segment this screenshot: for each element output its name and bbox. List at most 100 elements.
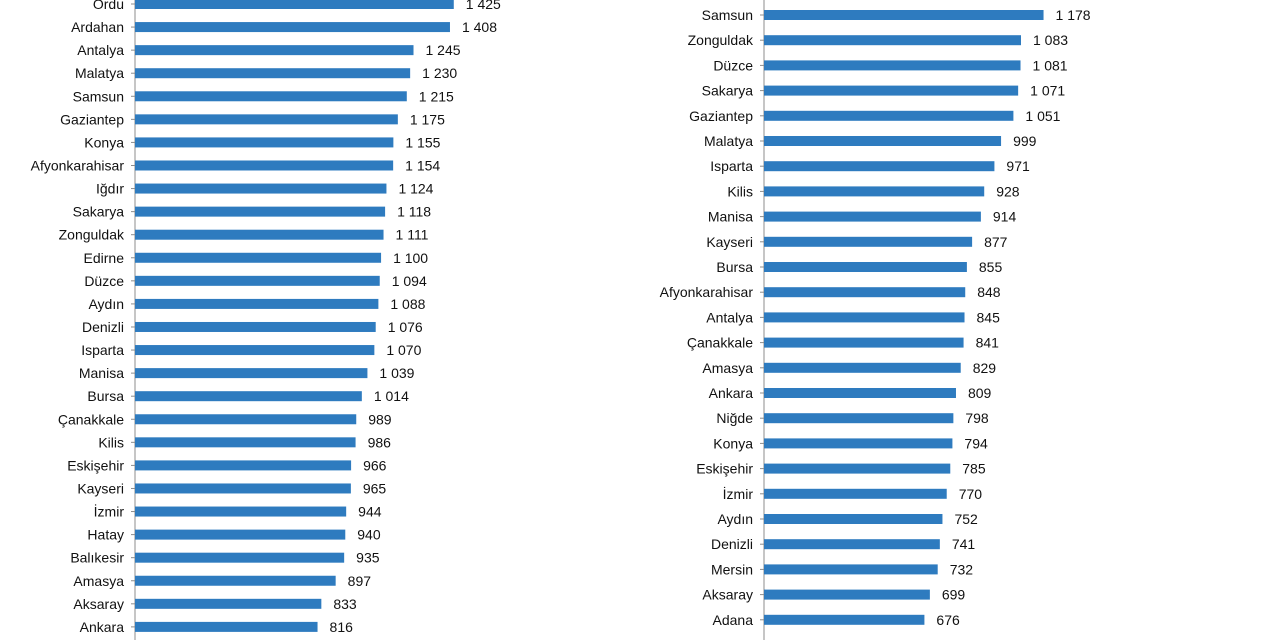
- value-label: 1 051: [1025, 108, 1060, 124]
- bar-right-0: [764, 10, 1044, 20]
- bar-right-17: [764, 438, 953, 449]
- category-label: Ordu: [93, 0, 124, 12]
- bar-right-9: [764, 236, 973, 247]
- value-label: 944: [358, 504, 382, 520]
- category-label: Amasya: [702, 360, 753, 376]
- category-label: Edirne: [84, 250, 125, 266]
- bar-left-20: [135, 460, 352, 471]
- category-label: Denizli: [82, 319, 124, 335]
- value-label: 1 230: [422, 65, 457, 81]
- value-label: 1 408: [462, 19, 497, 35]
- value-label: 1 081: [1033, 57, 1068, 73]
- value-label: 1 425: [466, 0, 501, 12]
- value-label: 816: [330, 619, 354, 635]
- bar-left-23: [135, 529, 346, 540]
- category-label: Çanakkale: [687, 335, 753, 351]
- bar-left-4: [135, 91, 407, 102]
- category-label: Ardahan: [71, 19, 124, 35]
- value-label: 798: [965, 410, 989, 426]
- value-label: 1 178: [1056, 7, 1091, 23]
- bar-left-1: [135, 22, 450, 33]
- category-label: Aksaray: [702, 587, 753, 603]
- chart-panel-right: Samsun 1 178 Zonguldak 1 083 Düzce 1 081 Sakar…: [660, 0, 1091, 640]
- value-label: 965: [363, 480, 387, 496]
- category-label: Afyonkarahisar: [31, 157, 125, 173]
- value-label: 1 215: [419, 88, 454, 104]
- bar-right-22: [764, 564, 938, 575]
- bar-right-24: [764, 614, 925, 625]
- value-label: 676: [936, 612, 960, 628]
- value-label: 848: [977, 284, 1001, 300]
- bar-left-11: [135, 252, 382, 263]
- value-label: 794: [964, 435, 988, 451]
- category-label: Isparta: [710, 158, 753, 174]
- bar-left-2: [135, 45, 414, 56]
- value-label: 1 155: [405, 134, 440, 150]
- category-label: İzmir: [94, 503, 125, 520]
- chart-panel-left: Ordu 1 425 Ardahan 1 408 Antalya 1 245 Malatya…: [31, 0, 501, 640]
- category-label: Düzce: [713, 57, 753, 73]
- bar-right-16: [764, 413, 954, 424]
- bar-left-21: [135, 483, 351, 494]
- value-label: 809: [968, 385, 992, 401]
- bar-right-4: [764, 110, 1014, 121]
- value-label: 1 245: [426, 42, 461, 58]
- value-label: 741: [952, 536, 976, 552]
- category-label: Iğdır: [96, 181, 124, 197]
- bar-right-7: [764, 186, 985, 197]
- category-label: Eskişehir: [696, 461, 753, 477]
- bar-right-19: [764, 488, 947, 499]
- bar-left-17: [135, 391, 362, 402]
- bar-right-12: [764, 312, 965, 323]
- bar-left-7: [135, 160, 394, 171]
- value-label: 877: [984, 234, 1008, 250]
- bar-left-0: [135, 0, 454, 9]
- bar-right-8: [764, 211, 981, 222]
- category-label: Kilis: [98, 434, 124, 450]
- category-label: Sakarya: [702, 83, 754, 99]
- category-label: Gaziantep: [60, 111, 124, 127]
- bar-right-10: [764, 262, 967, 272]
- value-label: 1 111: [396, 227, 429, 243]
- category-label: Konya: [713, 435, 753, 451]
- category-label: Zonguldak: [59, 227, 125, 243]
- value-label: 1 083: [1033, 32, 1068, 48]
- value-label: 1 100: [393, 250, 428, 266]
- value-label: 841: [976, 335, 1000, 351]
- bar-left-8: [135, 183, 387, 194]
- value-label: 1 118: [397, 204, 431, 220]
- bar-left-26: [135, 598, 322, 609]
- category-label: Gaziantep: [689, 108, 753, 124]
- category-label: Aydın: [88, 296, 124, 312]
- category-label: Konya: [84, 134, 124, 150]
- value-label: 1 088: [390, 296, 425, 312]
- category-label: Sakarya: [73, 204, 125, 220]
- category-label: Aydın: [717, 511, 753, 527]
- bar-left-14: [135, 321, 376, 332]
- bar-right-15: [764, 388, 956, 398]
- value-label: 770: [959, 486, 983, 502]
- bar-right-1: [764, 35, 1021, 46]
- bar-right-18: [764, 463, 951, 474]
- bar-right-23: [764, 589, 930, 600]
- bar-left-13: [135, 298, 379, 309]
- category-label: Bursa: [716, 259, 753, 275]
- value-label: 1 039: [379, 365, 414, 381]
- category-label: Adana: [713, 612, 754, 628]
- value-label: 829: [973, 360, 997, 376]
- category-label: Eskişehir: [67, 457, 124, 473]
- category-label: Kayseri: [706, 234, 753, 250]
- value-label: 914: [993, 209, 1017, 225]
- bar-left-12: [135, 275, 380, 286]
- value-label: 1 124: [398, 181, 433, 197]
- category-label: Hatay: [87, 527, 124, 543]
- bar-left-9: [135, 206, 386, 217]
- value-label: 1 076: [388, 319, 423, 335]
- value-label: 1 014: [374, 388, 409, 404]
- bar-left-5: [135, 114, 398, 125]
- value-label: 732: [950, 561, 974, 577]
- bar-left-6: [135, 137, 394, 148]
- value-label: 999: [1013, 133, 1037, 149]
- category-label: Malatya: [704, 133, 753, 149]
